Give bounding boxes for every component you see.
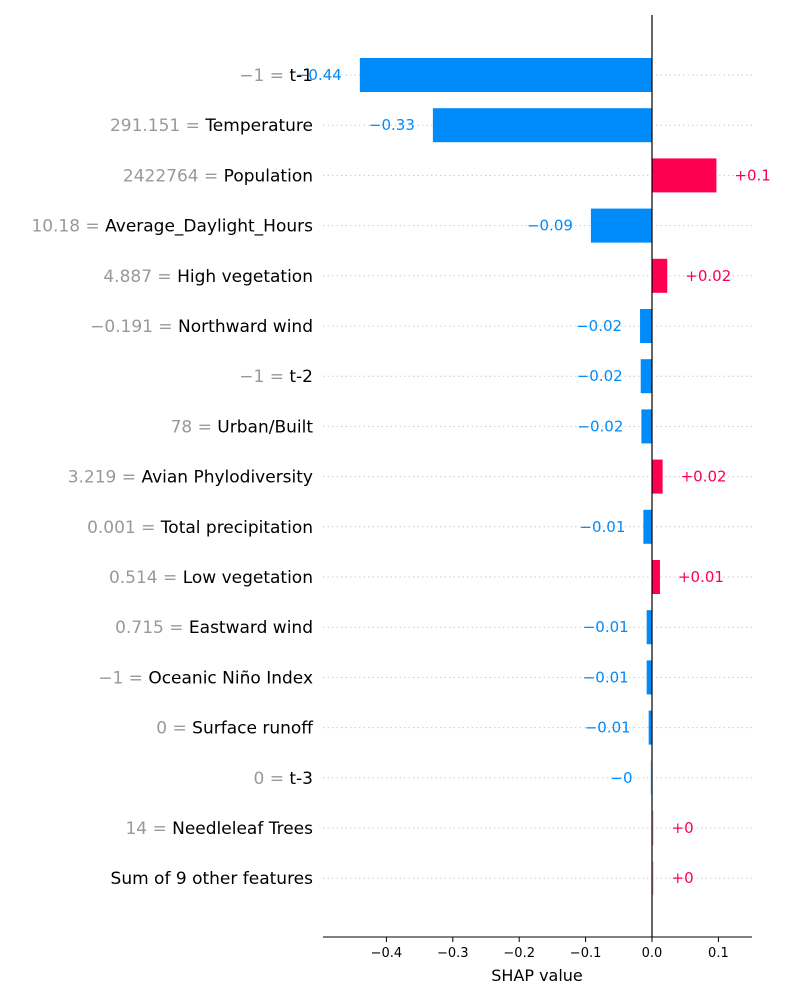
feature-value: 3.219 = [68,468,142,488]
bar-negative [359,58,652,92]
bar-value-label: +0.02 [685,267,731,285]
bar-value-label: +0 [672,869,694,887]
feature-name: High vegetation [177,267,313,287]
feature-name: Avian Phylodiversity [141,468,313,488]
x-axis: SHAP value −0.4 −0.3 −0.2 −0.1 0.0 0.1 [323,936,752,985]
bar-value-label: −0.02 [577,367,623,385]
feature-name: Sum of 9 other features [111,869,314,889]
feature-label: 0.715 = Eastward wind [115,618,313,638]
feature-value: 0.715 = [115,618,189,638]
feature-label: −1 = t-2 [239,367,313,387]
feature-value: 2422764 = [123,166,224,186]
bars: −0.44 −0.33 +0.1 −0.09 +0.02 −0.02 −0.02 −0.02 +… [296,58,771,896]
feature-label: 10.18 = Average_Daylight_Hours [31,217,313,237]
feature-label: 2422764 = Population [123,166,313,186]
feature-label: −1 = Oceanic Niño Index [98,668,313,688]
feature-value: 0 = [254,769,290,789]
x-tick-label: 0.1 [708,946,729,961]
feature-name: Surface runoff [192,719,314,739]
bar-positive [652,158,717,193]
bar-negative [646,610,652,645]
feature-name: Eastward wind [189,618,313,638]
bar-value-label: −0 [610,769,632,787]
feature-label: 78 = Urban/Built [171,417,314,437]
bar-value-label: +0 [672,819,694,837]
bar-value-label: +0.1 [734,166,770,184]
x-axis-label: SHAP value [491,966,583,985]
feature-name: Needleleaf Trees [172,819,313,839]
bar-value-label: +0.01 [678,568,724,586]
feature-name: t-1 [289,66,313,86]
bar-value-label: −0.01 [583,668,629,686]
bar-value-label: −0.01 [583,618,629,636]
feature-name: t-2 [289,367,313,387]
feature-label: −1 = t-1 [239,66,313,86]
bar-value-label: −0.02 [576,317,622,335]
x-tick-label: −0.2 [503,946,535,961]
feature-label: Sum of 9 other features [111,869,314,889]
feature-label: 4.887 = High vegetation [103,267,313,287]
feature-label: −0.191 = Northward wind [90,317,313,337]
bar-value-label: −0.33 [369,116,415,134]
feature-value: 14 = [125,819,172,839]
bar-value-label: −0.01 [579,518,625,536]
feature-value: 291.151 = [110,116,205,136]
feature-label: 0 = t-3 [254,769,314,789]
feature-value: −1 = [239,66,289,86]
feature-value: 0.001 = [87,518,161,538]
bar-negative [640,359,652,394]
bar-positive [652,811,654,845]
bar-positive [652,459,663,494]
x-tick-label: −0.3 [437,946,469,961]
feature-value: 4.887 = [103,267,177,287]
feature-name: Population [224,166,313,186]
bar-value-label: +0.02 [681,468,727,486]
feature-name: t-3 [289,769,313,789]
bar-negative [643,509,652,544]
bar-negative [641,409,652,444]
feature-value: 10.18 = [31,217,105,237]
feature-name: Oceanic Niño Index [148,668,313,688]
bar-negative [590,208,652,243]
feature-labels: −1 = t-1 291.151 = Temperature 2422764 = P… [31,66,314,889]
feature-value: −1 = [98,668,148,688]
x-tick-label: −0.4 [371,946,403,961]
feature-name: Total precipitation [160,518,313,538]
feature-name: Urban/Built [217,417,313,437]
bar-negative [640,309,652,343]
feature-value: −0.191 = [90,317,178,337]
x-tick-label: 0.0 [642,946,663,961]
bar-value-label: −0.44 [296,66,342,84]
bar-positive [652,258,668,293]
bar-value-label: −0.02 [577,417,623,435]
bar-negative [650,760,652,795]
feature-label: 3.219 = Avian Phylodiversity [68,468,313,488]
bar-positive [652,861,654,896]
feature-label: 291.151 = Temperature [110,116,313,136]
feature-value: −1 = [239,367,289,387]
feature-value: 78 = [171,417,218,437]
feature-label: 0 = Surface runoff [156,719,314,739]
feature-label: 0.001 = Total precipitation [87,518,313,538]
feature-name: Northward wind [178,317,313,337]
bar-negative [432,108,652,143]
feature-value: 0.514 = [109,568,183,588]
feature-name: Temperature [204,116,313,136]
feature-name: Low vegetation [183,568,313,588]
feature-name: Average_Daylight_Hours [105,217,313,237]
bar-negative [648,710,652,745]
feature-value: 0 = [156,719,192,739]
feature-label: 14 = Needleleaf Trees [125,819,313,839]
bar-negative [646,660,652,695]
bar-value-label: −0.09 [527,217,573,235]
bar-positive [652,560,660,594]
feature-label: 0.514 = Low vegetation [109,568,313,588]
bar-value-label: −0.01 [585,719,631,737]
x-tick-label: −0.1 [570,946,602,961]
